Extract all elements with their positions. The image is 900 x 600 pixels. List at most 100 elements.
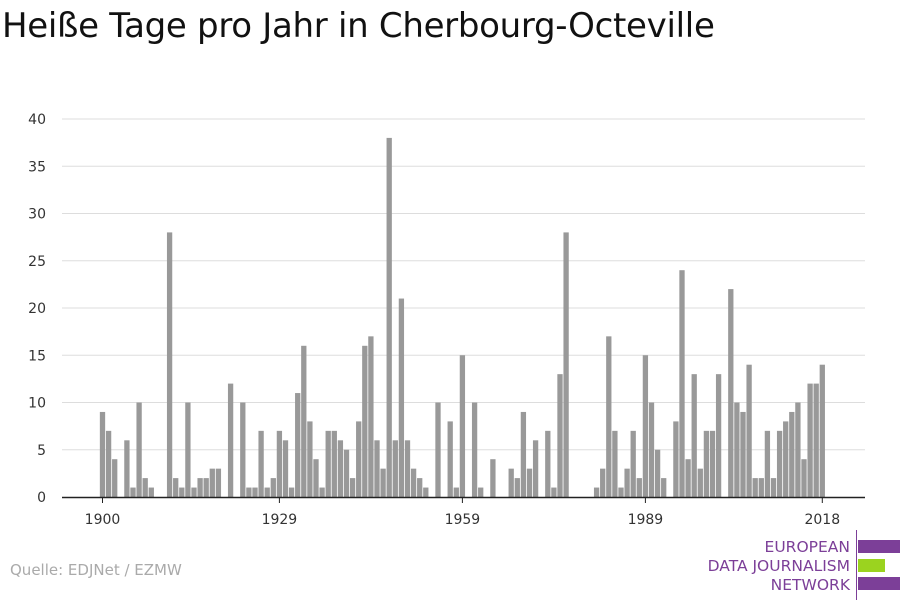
y-tick-label: 10	[28, 396, 46, 412]
bar	[252, 487, 258, 497]
x-tick-label: 1900	[85, 512, 121, 528]
bar	[520, 411, 527, 497]
bar	[642, 355, 649, 497]
bar	[703, 430, 710, 497]
bar	[508, 468, 514, 497]
bar	[526, 468, 533, 497]
logo-bar-green	[858, 559, 885, 572]
bar	[410, 468, 417, 497]
bar	[270, 478, 276, 497]
bar	[349, 478, 356, 497]
bar	[697, 468, 703, 497]
bar	[709, 430, 716, 497]
bar	[764, 430, 771, 497]
bar	[819, 364, 825, 497]
bar	[288, 487, 295, 497]
bar	[203, 478, 209, 497]
bar	[685, 459, 691, 497]
bar	[105, 430, 112, 497]
bar	[789, 411, 795, 497]
bar	[191, 487, 197, 497]
bar	[734, 402, 740, 497]
bar	[770, 478, 777, 497]
logo-line-2: DATA JOURNALISM	[707, 557, 850, 575]
source-note: Quelle: EDJNet / EZMW	[10, 561, 182, 579]
bar	[478, 487, 484, 497]
bar	[813, 383, 819, 497]
bar	[807, 383, 813, 497]
bar	[325, 430, 331, 497]
bar	[471, 402, 478, 497]
bar	[752, 478, 758, 497]
bar	[593, 487, 600, 497]
bar	[648, 402, 655, 497]
bar	[185, 402, 191, 497]
bar	[215, 468, 222, 497]
bar	[600, 468, 606, 497]
bar	[740, 411, 746, 497]
y-tick-label: 40	[28, 112, 46, 128]
logo-line-1: EUROPEAN	[764, 538, 850, 556]
bar	[453, 487, 459, 497]
bar	[179, 487, 185, 497]
bar	[368, 336, 374, 497]
bar	[624, 468, 630, 497]
bar	[295, 393, 301, 497]
bar	[636, 478, 642, 497]
bar	[331, 430, 337, 497]
bar	[435, 402, 441, 497]
bar	[136, 402, 142, 497]
bar	[173, 478, 179, 497]
bar	[380, 468, 386, 497]
bar	[99, 411, 106, 497]
bar	[654, 449, 661, 497]
bar	[343, 449, 350, 497]
bar	[715, 374, 722, 497]
bar	[612, 430, 618, 497]
bar	[130, 487, 136, 497]
bar	[679, 270, 685, 497]
bar	[209, 468, 215, 497]
bar	[532, 440, 539, 497]
bar	[606, 336, 612, 497]
bar	[398, 298, 405, 497]
bar	[258, 430, 264, 497]
bar	[514, 478, 520, 497]
bar	[691, 374, 697, 497]
bar	[404, 440, 411, 497]
y-tick-label: 20	[28, 301, 46, 317]
bar	[392, 440, 398, 497]
bar	[801, 459, 807, 497]
bar	[148, 487, 154, 497]
x-tick-label: 1989	[628, 512, 664, 528]
bar	[124, 440, 130, 497]
x-tick-label: 1959	[445, 512, 481, 528]
bar	[142, 478, 148, 497]
logo-bar-purple-bottom	[858, 577, 900, 590]
logo-bar-purple-top	[858, 540, 900, 553]
logo-divider	[856, 530, 857, 600]
bar	[795, 402, 801, 497]
edjnet-logo: EUROPEAN DATA JOURNALISM NETWORK	[700, 530, 900, 600]
bar	[246, 487, 252, 497]
logo-line-3: NETWORK	[770, 576, 850, 594]
bar	[673, 421, 679, 497]
y-tick-label: 5	[37, 443, 46, 459]
bar	[264, 487, 270, 497]
bar	[374, 440, 380, 497]
bar	[386, 137, 392, 497]
bar	[661, 478, 667, 497]
bar	[423, 487, 429, 497]
y-tick-label: 0	[37, 490, 46, 506]
bar	[557, 374, 563, 497]
bar	[276, 430, 283, 497]
bar	[313, 459, 319, 497]
logo-text: EUROPEAN DATA JOURNALISM NETWORK	[708, 538, 850, 595]
bar	[746, 364, 752, 497]
x-tick-label: 1929	[262, 512, 298, 528]
bar	[227, 383, 234, 497]
bar	[307, 421, 313, 497]
y-tick-label: 15	[28, 348, 46, 364]
bar	[551, 487, 557, 497]
chart-title: Heiße Tage pro Jahr in Cherbourg-Octevil…	[2, 6, 715, 46]
